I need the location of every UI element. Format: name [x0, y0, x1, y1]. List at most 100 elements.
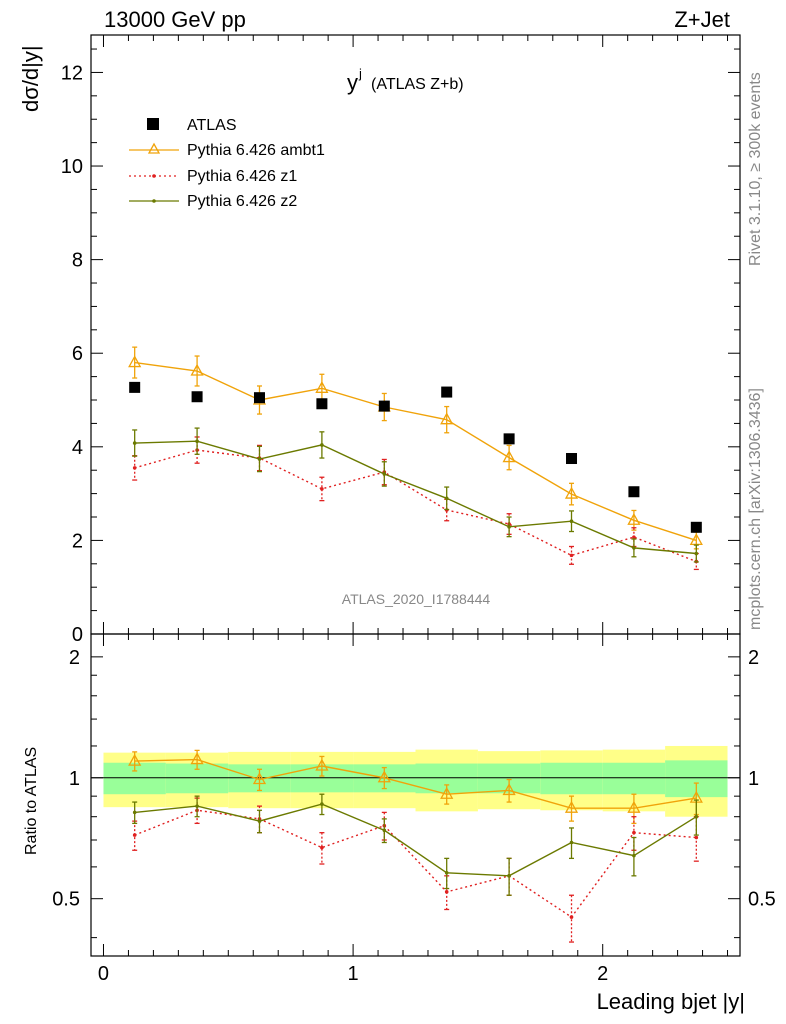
pythia-6-426-z2-point [444, 496, 449, 501]
pythia-6-426-ambt1-point [440, 412, 454, 425]
atlas-data-point [316, 398, 328, 410]
ratio-pythia-6-426-z1-point [569, 915, 574, 919]
pythia-6-426-ambt1-point [689, 533, 703, 546]
ratio-pythia-6-426-z2-line [134, 803, 697, 877]
main-y-tick-label: 10 [61, 156, 83, 178]
pythia-6-426-z2-point [195, 439, 199, 443]
pythia-6-426-z2-point [382, 472, 387, 476]
x-tick-label: 1 [348, 963, 359, 985]
ratio-pythia-6-426-ambt1-point [564, 800, 579, 813]
ratio-pythia-6-426-z2-point [195, 804, 199, 808]
legend-marker-z1 [152, 174, 156, 178]
header-left: 13000 GeV pp [104, 7, 246, 32]
pythia-6-426-z1-point [320, 487, 324, 491]
ratio-band-stat [540, 762, 603, 795]
ratio-y-tick-label-left: 2 [69, 647, 80, 669]
ratio-band-stat [602, 762, 666, 795]
pythia-6-426-z1-point [569, 553, 574, 558]
legend-label-z2: Pythia 6.426 z2 [187, 193, 297, 210]
pythia-6-426-ambt1-point [564, 486, 579, 499]
atlas-data-point [628, 486, 640, 498]
ratio-y-axis-title: Ratio to ATLAS [23, 747, 40, 855]
ratio-frame [90, 633, 741, 957]
pythia-6-426-z2-line [134, 440, 697, 555]
atlas-data-point [690, 521, 702, 533]
plot-title-note: (ATLAS Z+b) [371, 76, 464, 93]
main-y-axis-title: dσ/d|y| [18, 45, 43, 112]
ratio-pythia-6-426-z1-point [320, 845, 324, 850]
atlas-data-point [441, 386, 453, 398]
ratio-pythia-6-426-ambt1-point [440, 786, 454, 799]
main-y-tick-label: 0 [72, 624, 83, 646]
x-tick-label: 0 [98, 963, 109, 985]
ratio-pythia-6-426-z1-point [132, 833, 137, 837]
pythia-6-426-z1-point [632, 535, 636, 539]
pythia-6-426-ambt1-point [128, 355, 142, 368]
ratio-pythia-6-426-ambt1-point [252, 772, 267, 785]
atlas-data-point [503, 433, 515, 445]
ratio-pythia-6-426-ambt1-point [190, 752, 204, 765]
ratio-pythia-6-426-ambt1-point [315, 758, 329, 771]
header-right: Z+Jet [674, 7, 730, 32]
ratio-pythia-6-426-z1-point [444, 890, 449, 894]
legend-label-z1: Pythia 6.426 z1 [187, 168, 297, 185]
main-y-tick-label: 2 [72, 530, 83, 552]
atlas-data-point [378, 400, 390, 412]
atlas-data-point [129, 381, 141, 393]
atlas-data-point [191, 391, 203, 403]
ratio-pythia-6-426-z1-point [632, 830, 636, 835]
pythia-6-426-z2-point [632, 546, 636, 550]
pythia-6-426-ambt1-point [502, 450, 516, 463]
pythia-6-426-ambt1-point [627, 512, 641, 525]
ratio-y-tick-label-right: 1 [748, 768, 759, 790]
ratio-pythia-6-426-ambt1-line [134, 758, 697, 809]
pythia-6-426-z2-point [569, 519, 574, 524]
pythia-6-426-z2-point [257, 457, 262, 461]
ratio-y-tick-label-right: 0.5 [748, 889, 776, 911]
ratio-pythia-6-426-z2-point [257, 819, 262, 823]
legend-label-ambt1: Pythia 6.426 ambt1 [187, 142, 325, 159]
legend-marker-atlas [147, 118, 159, 130]
ratio-pythia-6-426-z2-point [507, 874, 511, 878]
mcplots-reference-label: mcplots.cern.ch [arXiv:1306.3436] [747, 388, 764, 630]
main-y-tick-label: 4 [72, 437, 83, 459]
ratio-pythia-6-426-ambt1-point [128, 753, 142, 766]
main-y-tick-label: 12 [61, 62, 83, 84]
ratio-pythia-6-426-z2-point [382, 828, 387, 833]
pythia-6-426-z1-line [134, 449, 697, 563]
ratio-pythia-6-426-z1-point [694, 835, 699, 840]
x-tick-label: 2 [597, 963, 608, 985]
legend-marker-ambt1 [147, 142, 161, 154]
pythia-6-426-z2-point [320, 443, 324, 447]
ratio-pythia-6-426-z2-point [632, 853, 636, 858]
main-y-tick-label: 8 [72, 250, 83, 272]
plot-title-superscript: j [358, 66, 362, 81]
ratio-pythia-6-426-z2-point [444, 871, 449, 875]
ratio-y-tick-label-left: 0.5 [52, 889, 80, 911]
ratio-y-tick-label-left: 1 [69, 768, 80, 790]
ratio-y-tick-label-right: 2 [748, 647, 759, 669]
legend-marker-z2 [152, 199, 156, 203]
pythia-6-426-ambt1-point [190, 363, 204, 376]
ratio-pythia-6-426-ambt1-point [627, 800, 641, 813]
plot-title: y j (ATLAS Z+b) [347, 66, 464, 95]
rivet-version-label: Rivet 3.1.10, ≥ 300k events [747, 72, 764, 266]
ratio-pythia-6-426-z2-point [132, 810, 137, 815]
ratio-pythia-6-426-z2-point [320, 802, 324, 806]
pythia-6-426-z2-point [507, 525, 511, 529]
pythia-6-426-ambt1-line [134, 361, 697, 542]
ratio-pythia-6-426-ambt1-point [502, 783, 516, 796]
legend: ATLAS Pythia 6.426 ambt1 Pythia 6.426 z1… [129, 117, 325, 210]
ratio-pythia-6-426-z1-line [134, 809, 697, 919]
ratio-pythia-6-426-z2-point [569, 840, 574, 845]
analysis-watermark: ATLAS_2020_I1788444 [342, 591, 491, 607]
atlas-data-point [253, 392, 265, 404]
atlas-data-point [566, 453, 578, 465]
ratio-pythia-6-426-ambt1-point [377, 770, 391, 783]
ratio-pythia-6-426-z2-point [694, 814, 699, 819]
main-panel [128, 346, 703, 571]
pythia-6-426-z2-point [694, 551, 699, 556]
pythia-6-426-z2-point [132, 441, 137, 445]
plot-title-main: y [347, 70, 358, 95]
